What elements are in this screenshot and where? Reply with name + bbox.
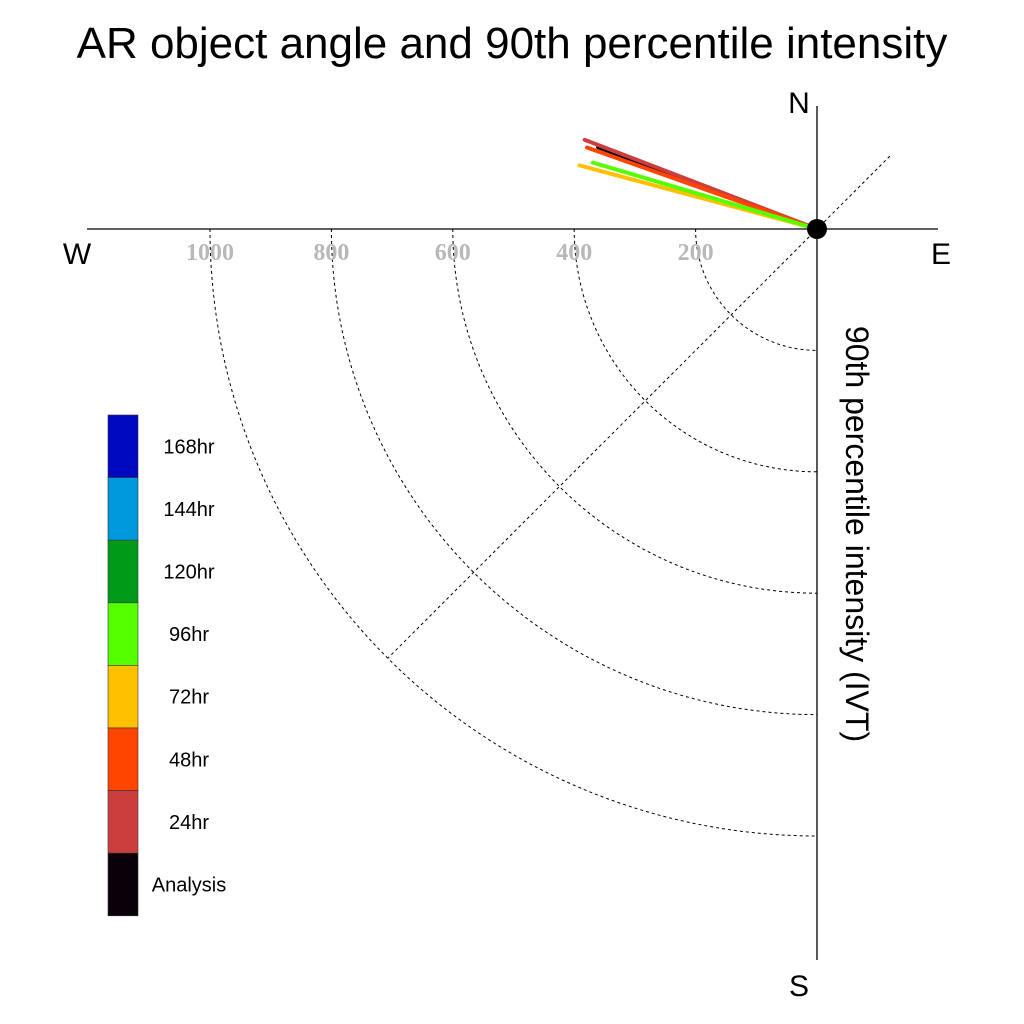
legend-swatch-168hr	[107, 414, 139, 478]
legend-label-72hr: 72hr	[169, 687, 209, 709]
grid-ring-600	[452, 228, 818, 594]
legend-swatch-144hr	[107, 477, 139, 541]
grid-ring-800	[330, 228, 818, 716]
legend-label-120hr: 120hr	[163, 562, 214, 584]
legend-swatch-48hr	[107, 727, 139, 791]
legend-label-analysis: Analysis	[152, 875, 226, 897]
vector-series	[577, 137, 819, 231]
legend-label-168hr: 168hr	[163, 436, 214, 458]
legend-label-96hr: 96hr	[169, 624, 209, 646]
ring-label-200: 200	[678, 240, 714, 266]
legend: 168hr 144hr 120hr 96hr 72hr 48hr 24hr Analysis	[107, 414, 226, 917]
legend-swatch-analysis	[107, 852, 139, 917]
legend-label-144hr: 144hr	[163, 499, 214, 521]
vector-48hr	[584, 145, 819, 231]
legend-swatch-72hr	[107, 665, 139, 729]
east-label: E	[931, 238, 951, 271]
chart-title: AR object angle and 90th percentile inte…	[77, 19, 948, 68]
ring-label-400: 400	[556, 240, 592, 266]
legend-label-48hr: 48hr	[169, 749, 209, 771]
grid-ring-400	[573, 228, 818, 473]
legend-label-24hr: 24hr	[169, 812, 209, 834]
north-label: N	[788, 87, 810, 120]
legend-swatch-120hr	[107, 539, 139, 604]
intensity-axis-title: 90th percentile intensity (IVT)	[839, 326, 875, 742]
origin-marker	[807, 219, 827, 239]
diagonal-line	[387, 155, 891, 659]
south-label: S	[789, 970, 809, 1003]
legend-swatch-96hr	[107, 602, 139, 666]
axes	[87, 106, 938, 960]
ring-label-600: 600	[435, 240, 471, 266]
ring-label-1000: 1000	[186, 240, 234, 266]
vector-96hr	[590, 160, 819, 231]
legend-swatch-24hr	[107, 790, 139, 854]
ring-labels: 1000 800 600 400 200	[186, 240, 714, 266]
diagonal-guide	[387, 155, 891, 659]
ring-label-800: 800	[313, 240, 349, 266]
grid-ring-200	[695, 228, 818, 351]
west-label: W	[63, 238, 92, 271]
